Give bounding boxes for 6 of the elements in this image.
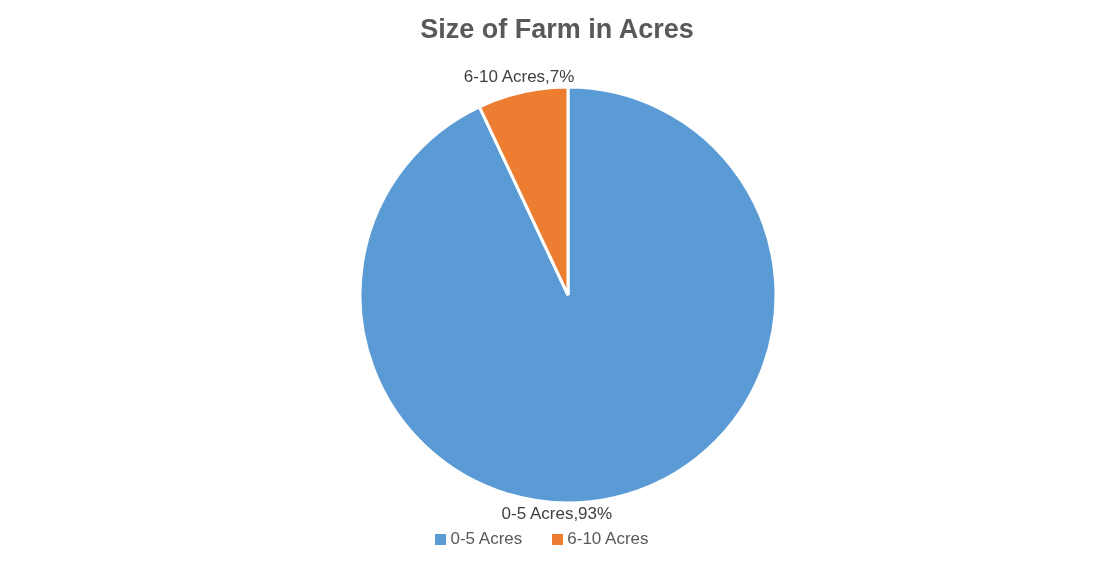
data-label: 0-5 Acres,93% <box>501 504 613 524</box>
chart-title: Size of Farm in Acres <box>419 14 695 45</box>
legend-label: 6-10 Acres <box>567 529 649 548</box>
legend-label: 0-5 Acres <box>450 529 523 548</box>
pie-slice <box>358 85 778 505</box>
data-label: 6-10 Acres,7% <box>463 66 575 86</box>
